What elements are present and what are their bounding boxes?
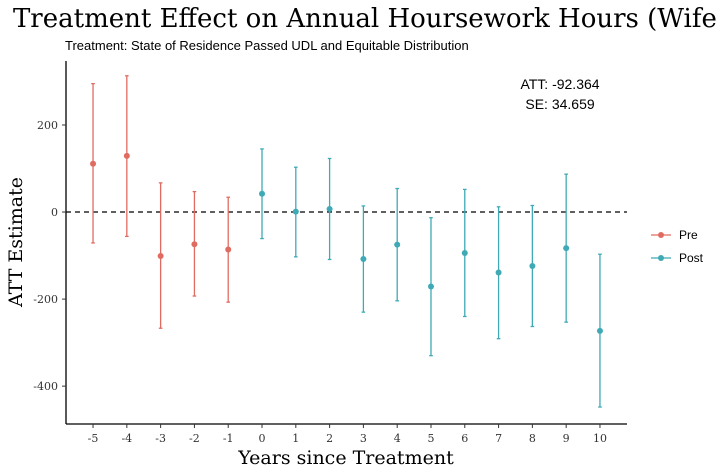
x-tick-label: 4 — [394, 432, 401, 445]
se-annotation: SE: 34.659 — [525, 96, 594, 112]
x-tick-label: 9 — [563, 432, 570, 445]
x-tick-label: -5 — [88, 432, 99, 445]
x-tick-label: 7 — [495, 432, 502, 445]
series-pre — [90, 75, 232, 329]
y-tick-label: 0 — [51, 206, 58, 219]
x-tick-label: 3 — [360, 432, 367, 445]
data-point — [90, 160, 97, 167]
x-tick-label: 10 — [593, 432, 607, 445]
legend: Pre Post — [651, 228, 704, 265]
data-marks — [90, 75, 603, 408]
x-tick-label: -2 — [189, 432, 200, 445]
y-tick-label: 200 — [37, 119, 58, 132]
data-point — [563, 245, 570, 252]
x-tick-label: 8 — [529, 432, 536, 445]
x-tick-label: 6 — [461, 432, 468, 445]
data-point — [292, 208, 299, 215]
x-tick-label: -4 — [121, 432, 132, 445]
chart-subtitle: Treatment: State of Residence Passed UDL… — [65, 38, 469, 53]
legend-label: Post — [679, 251, 704, 265]
x-tick-label: -3 — [155, 432, 166, 445]
x-tick-label: 2 — [326, 432, 333, 445]
x-axis-title: Years since Treatment — [237, 447, 454, 469]
x-tick-label: 0 — [259, 432, 266, 445]
data-point — [360, 256, 367, 263]
legend-key-point — [658, 232, 664, 238]
data-point — [596, 327, 603, 334]
data-point — [225, 246, 232, 253]
data-point — [123, 152, 130, 159]
data-point — [259, 190, 266, 197]
x-tick-label: -1 — [223, 432, 234, 445]
series-post — [259, 148, 603, 408]
chart-title: Treatment Effect on Annual Hoursework Ho… — [13, 4, 717, 34]
x-ticks: -5 -4 -3 -2 -1 0 1 2 3 4 5 6 7 8 9 10 — [88, 424, 607, 445]
axes — [65, 61, 627, 425]
legend-label: Pre — [679, 228, 698, 242]
data-point — [461, 249, 468, 256]
legend-key-point — [658, 255, 664, 261]
data-point — [427, 283, 434, 290]
data-point — [191, 241, 198, 248]
y-axis-title: ATT Estimate — [5, 177, 27, 308]
y-ticks: -400 -200 0 200 — [33, 119, 66, 393]
x-tick-label: 5 — [427, 432, 434, 445]
data-point — [326, 205, 333, 212]
data-point — [529, 263, 536, 270]
y-tick-label: -200 — [33, 293, 58, 306]
data-point — [157, 252, 164, 259]
data-point — [394, 241, 401, 248]
x-tick-label: 1 — [292, 432, 299, 445]
att-annotation: ATT: -92.364 — [520, 76, 599, 92]
y-tick-label: -400 — [33, 380, 58, 393]
data-point — [495, 269, 502, 276]
